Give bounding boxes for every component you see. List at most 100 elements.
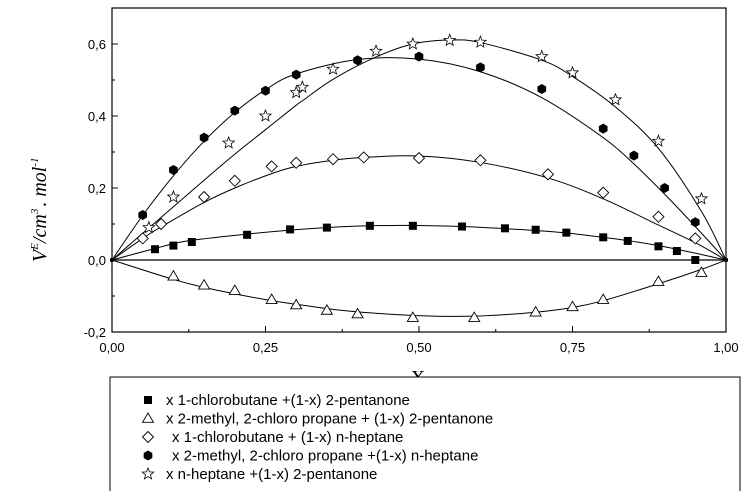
series-2-point — [351, 307, 364, 319]
series-4-point — [169, 165, 178, 175]
series-5-point — [166, 189, 181, 203]
series-5-endpoint — [724, 258, 728, 262]
series-1-point — [500, 224, 509, 233]
legend-label-4: x 2-methyl, 2-chloro propane +(1-x) n-he… — [172, 448, 478, 465]
x-tick-label: 0,00 — [99, 340, 124, 355]
series-3-point — [326, 153, 340, 166]
x-tick-label: 1,00 — [713, 340, 738, 355]
series-2-point — [695, 266, 708, 277]
series-2-point — [197, 278, 211, 290]
series-5-point — [651, 134, 666, 147]
series-5-point — [369, 44, 383, 57]
series-2-fit-line — [111, 259, 727, 317]
series-4-point — [629, 150, 639, 161]
series-5-point — [442, 33, 457, 47]
y-axis-unit2-sup: -1 — [29, 157, 41, 166]
series-5-point — [295, 80, 310, 93]
series-4-point — [476, 62, 485, 73]
series-5-point — [326, 62, 340, 75]
x-axis-ticks: 0,00 0,25 0,50 0,75 1,00 — [99, 326, 739, 355]
series-4-point — [353, 55, 362, 66]
series-2-point — [596, 293, 610, 304]
series-1-point — [599, 233, 608, 242]
legend-marker-1 — [144, 396, 152, 404]
series-2-point — [566, 300, 579, 312]
series-1-point — [654, 242, 663, 251]
series-4-point — [138, 210, 148, 220]
y-axis-unit-sup: 3 — [29, 208, 41, 215]
series-4-point — [598, 123, 608, 134]
y-axis-unit2: . mol — [29, 166, 51, 206]
series-1-point — [365, 221, 374, 230]
series-2-point — [467, 311, 481, 322]
series-1-point — [408, 221, 417, 230]
series-3-point — [597, 186, 610, 199]
series-2-point — [529, 305, 542, 317]
series-2-point — [167, 269, 180, 281]
series-3-point — [652, 210, 665, 223]
series-4-point — [230, 105, 240, 116]
series-4-point — [199, 132, 209, 143]
y-tick-label: 0,0 — [88, 253, 106, 268]
series-3-point — [541, 168, 555, 181]
legend-label-2: x 2-methyl, 2-chloro propane + (1-x) 2-p… — [166, 411, 493, 428]
series-5-point — [406, 36, 420, 50]
series-3-fit-line — [111, 155, 727, 261]
series-4-point — [261, 85, 270, 96]
y-axis-unit: /cm — [29, 214, 51, 244]
series-4-point — [291, 69, 301, 80]
data-markers — [110, 33, 728, 322]
series-1-point — [672, 247, 681, 255]
x-tick-label: 0,75 — [560, 340, 585, 355]
series-3-point — [290, 156, 303, 169]
legend-marker-3 — [141, 430, 155, 444]
series-1-point — [562, 228, 571, 237]
legend: x 1-chlorobutane +(1-x) 2-pentanone x 2-m… — [141, 392, 493, 483]
series-2-point — [228, 284, 242, 295]
series-3-point — [265, 160, 278, 173]
series-1-point — [286, 225, 295, 234]
series-5-point — [221, 135, 236, 149]
series-1-point — [169, 241, 178, 250]
legend-box — [109, 376, 741, 491]
y-tick-label: -0,2 — [84, 325, 106, 340]
series-3-point — [154, 217, 168, 231]
series-3-point — [197, 190, 211, 204]
legend-label-5: x n-heptane +(1-x) 2-pentanone — [166, 466, 377, 483]
series-1-point — [243, 230, 252, 239]
series-4-fit-line — [111, 57, 727, 261]
series-1-point — [187, 238, 196, 246]
x-tick-label: 0,25 — [253, 340, 278, 355]
series-2-point — [652, 275, 665, 286]
series-1-point — [322, 223, 331, 232]
series-4-point — [414, 51, 424, 62]
series-1-point — [691, 256, 700, 264]
series-3-point — [357, 151, 370, 164]
y-axis-title: VE/cm3 . mol-1 — [29, 157, 51, 262]
legend-marker-5 — [141, 466, 155, 480]
series-5-point — [608, 92, 623, 106]
series-1-fit-line — [111, 224, 727, 261]
legend-label-3: x 1-chlorobutane + (1-x) n-heptane — [172, 429, 403, 446]
series-4-point — [690, 217, 700, 228]
series-1-point — [531, 225, 540, 234]
series-5-point — [535, 49, 549, 63]
y-axis-ticks: -0,2 0,0 0,2 0,4 0,6 — [84, 37, 118, 340]
series-2-point — [320, 304, 334, 315]
series-5-fit-line — [111, 39, 727, 261]
series-5-point — [258, 108, 273, 122]
series-4-point — [660, 183, 669, 193]
series-2-point — [265, 293, 278, 304]
series-4-point — [537, 84, 547, 94]
series-3-point — [689, 232, 702, 245]
series-3-point — [474, 154, 487, 167]
y-tick-label: 0,2 — [88, 181, 106, 196]
series-1-point — [623, 236, 632, 245]
series-5-point — [142, 220, 156, 234]
series-5-point — [565, 65, 580, 79]
series-2-point — [406, 311, 420, 322]
series-2-point — [289, 298, 303, 310]
series-3-point — [412, 151, 426, 165]
fitted-curves — [111, 39, 727, 317]
